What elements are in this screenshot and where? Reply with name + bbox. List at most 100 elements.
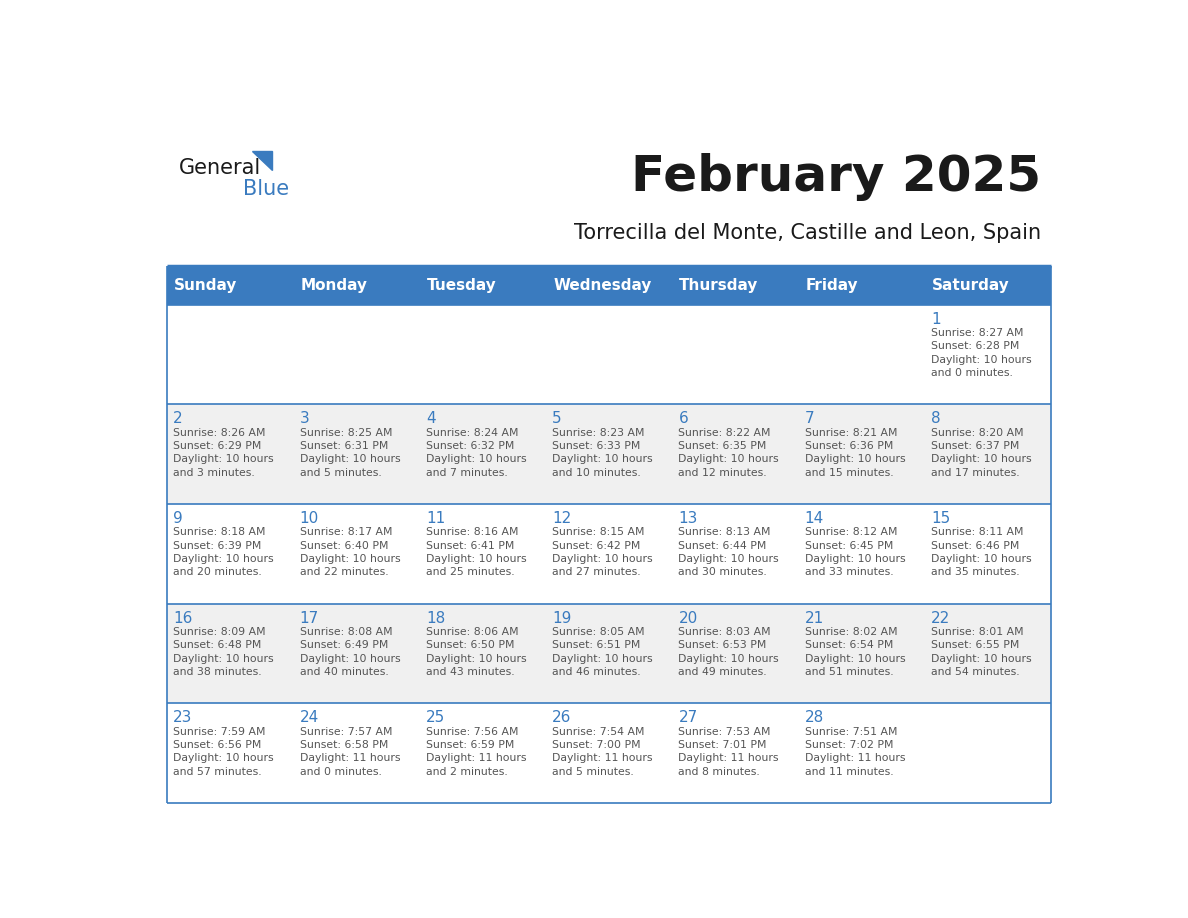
Text: and 5 minutes.: and 5 minutes. [299, 468, 381, 478]
Text: Sunrise: 8:25 AM: Sunrise: 8:25 AM [299, 428, 392, 438]
Text: Sunset: 6:41 PM: Sunset: 6:41 PM [425, 541, 514, 551]
Text: Sunset: 6:46 PM: Sunset: 6:46 PM [931, 541, 1019, 551]
Text: 26: 26 [552, 711, 571, 725]
Text: Sunset: 6:35 PM: Sunset: 6:35 PM [678, 441, 766, 451]
Text: Sunset: 6:28 PM: Sunset: 6:28 PM [931, 341, 1019, 352]
Text: 10: 10 [299, 511, 318, 526]
Text: 24: 24 [299, 711, 318, 725]
Text: Sunset: 6:59 PM: Sunset: 6:59 PM [425, 740, 514, 750]
Text: and 2 minutes.: and 2 minutes. [425, 767, 507, 777]
Text: and 35 minutes.: and 35 minutes. [931, 567, 1019, 577]
Text: Blue: Blue [244, 179, 290, 199]
Text: Sunset: 6:55 PM: Sunset: 6:55 PM [931, 641, 1019, 650]
Text: 23: 23 [173, 711, 192, 725]
Text: 7: 7 [804, 411, 814, 426]
Text: Sunset: 6:32 PM: Sunset: 6:32 PM [425, 441, 514, 451]
Text: Thursday: Thursday [680, 277, 759, 293]
Text: 2: 2 [173, 411, 183, 426]
Text: 22: 22 [931, 610, 950, 625]
Text: and 43 minutes.: and 43 minutes. [425, 667, 514, 677]
Text: Daylight: 10 hours: Daylight: 10 hours [678, 554, 779, 564]
Text: Sunset: 6:42 PM: Sunset: 6:42 PM [552, 541, 640, 551]
Text: and 27 minutes.: and 27 minutes. [552, 567, 640, 577]
Text: Sunset: 6:45 PM: Sunset: 6:45 PM [804, 541, 893, 551]
Text: Daylight: 10 hours: Daylight: 10 hours [552, 554, 652, 564]
Text: Sunrise: 7:57 AM: Sunrise: 7:57 AM [299, 726, 392, 736]
Text: and 30 minutes.: and 30 minutes. [678, 567, 767, 577]
Text: Sunset: 6:58 PM: Sunset: 6:58 PM [299, 740, 388, 750]
Text: 25: 25 [425, 711, 446, 725]
Text: Sunrise: 8:16 AM: Sunrise: 8:16 AM [425, 527, 518, 537]
Text: Daylight: 10 hours: Daylight: 10 hours [678, 654, 779, 664]
Text: Sunrise: 8:02 AM: Sunrise: 8:02 AM [804, 627, 897, 637]
Text: Daylight: 10 hours: Daylight: 10 hours [425, 654, 526, 664]
Text: and 33 minutes.: and 33 minutes. [804, 567, 893, 577]
Text: Daylight: 10 hours: Daylight: 10 hours [425, 554, 526, 564]
Text: and 0 minutes.: and 0 minutes. [931, 368, 1013, 378]
Text: Sunset: 7:02 PM: Sunset: 7:02 PM [804, 740, 893, 750]
Text: Daylight: 10 hours: Daylight: 10 hours [931, 554, 1031, 564]
Text: Sunrise: 7:53 AM: Sunrise: 7:53 AM [678, 726, 771, 736]
Text: 20: 20 [678, 610, 697, 625]
Text: Sunrise: 8:15 AM: Sunrise: 8:15 AM [552, 527, 645, 537]
Text: Sunrise: 8:17 AM: Sunrise: 8:17 AM [299, 527, 392, 537]
Text: Daylight: 10 hours: Daylight: 10 hours [425, 454, 526, 465]
Text: Daylight: 10 hours: Daylight: 10 hours [804, 454, 905, 465]
Text: Sunrise: 8:23 AM: Sunrise: 8:23 AM [552, 428, 645, 438]
Text: and 46 minutes.: and 46 minutes. [552, 667, 640, 677]
Text: Sunrise: 7:54 AM: Sunrise: 7:54 AM [552, 726, 645, 736]
Text: Sunrise: 7:51 AM: Sunrise: 7:51 AM [804, 726, 897, 736]
Text: 4: 4 [425, 411, 436, 426]
Text: 3: 3 [299, 411, 309, 426]
Text: Sunset: 6:40 PM: Sunset: 6:40 PM [299, 541, 388, 551]
Text: General: General [179, 158, 261, 178]
Text: and 54 minutes.: and 54 minutes. [931, 667, 1019, 677]
Text: 17: 17 [299, 610, 318, 625]
Text: 16: 16 [173, 610, 192, 625]
Text: Sunset: 6:56 PM: Sunset: 6:56 PM [173, 740, 261, 750]
Text: Sunrise: 7:56 AM: Sunrise: 7:56 AM [425, 726, 518, 736]
Bar [166, 603, 1051, 703]
Text: Sunrise: 8:01 AM: Sunrise: 8:01 AM [931, 627, 1024, 637]
Text: and 49 minutes.: and 49 minutes. [678, 667, 767, 677]
Text: 18: 18 [425, 610, 446, 625]
Text: Daylight: 10 hours: Daylight: 10 hours [173, 754, 274, 764]
Polygon shape [252, 151, 272, 170]
Bar [166, 404, 1051, 504]
Text: Sunrise: 8:09 AM: Sunrise: 8:09 AM [173, 627, 266, 637]
Text: Sunrise: 8:12 AM: Sunrise: 8:12 AM [804, 527, 897, 537]
Text: 1: 1 [931, 311, 941, 327]
Text: Sunrise: 8:08 AM: Sunrise: 8:08 AM [299, 627, 392, 637]
Text: and 15 minutes.: and 15 minutes. [804, 468, 893, 478]
Text: Daylight: 10 hours: Daylight: 10 hours [173, 454, 274, 465]
Text: 12: 12 [552, 511, 571, 526]
Bar [166, 703, 1051, 803]
Text: Sunrise: 8:20 AM: Sunrise: 8:20 AM [931, 428, 1024, 438]
Text: and 51 minutes.: and 51 minutes. [804, 667, 893, 677]
Text: and 25 minutes.: and 25 minutes. [425, 567, 514, 577]
Text: Daylight: 11 hours: Daylight: 11 hours [552, 754, 652, 764]
Text: Sunrise: 8:03 AM: Sunrise: 8:03 AM [678, 627, 771, 637]
Text: 11: 11 [425, 511, 446, 526]
Text: 21: 21 [804, 610, 824, 625]
Text: February 2025: February 2025 [632, 153, 1042, 201]
Text: Sunrise: 8:24 AM: Sunrise: 8:24 AM [425, 428, 518, 438]
Text: Sunset: 6:53 PM: Sunset: 6:53 PM [678, 641, 766, 650]
Text: Sunset: 6:33 PM: Sunset: 6:33 PM [552, 441, 640, 451]
Text: 6: 6 [678, 411, 688, 426]
Text: Daylight: 10 hours: Daylight: 10 hours [678, 454, 779, 465]
Text: Tuesday: Tuesday [426, 277, 497, 293]
Text: and 5 minutes.: and 5 minutes. [552, 767, 634, 777]
Text: Sunrise: 8:06 AM: Sunrise: 8:06 AM [425, 627, 518, 637]
Text: and 17 minutes.: and 17 minutes. [931, 468, 1019, 478]
Text: Daylight: 10 hours: Daylight: 10 hours [931, 454, 1031, 465]
Text: Saturday: Saturday [931, 277, 1010, 293]
Text: Torrecilla del Monte, Castille and Leon, Spain: Torrecilla del Monte, Castille and Leon,… [575, 223, 1042, 243]
Text: Sunset: 6:36 PM: Sunset: 6:36 PM [804, 441, 893, 451]
Text: Daylight: 10 hours: Daylight: 10 hours [173, 654, 274, 664]
Text: Daylight: 10 hours: Daylight: 10 hours [299, 654, 400, 664]
Text: Daylight: 11 hours: Daylight: 11 hours [299, 754, 400, 764]
Text: and 11 minutes.: and 11 minutes. [804, 767, 893, 777]
Text: Sunrise: 8:27 AM: Sunrise: 8:27 AM [931, 328, 1024, 338]
Text: Sunrise: 8:22 AM: Sunrise: 8:22 AM [678, 428, 771, 438]
